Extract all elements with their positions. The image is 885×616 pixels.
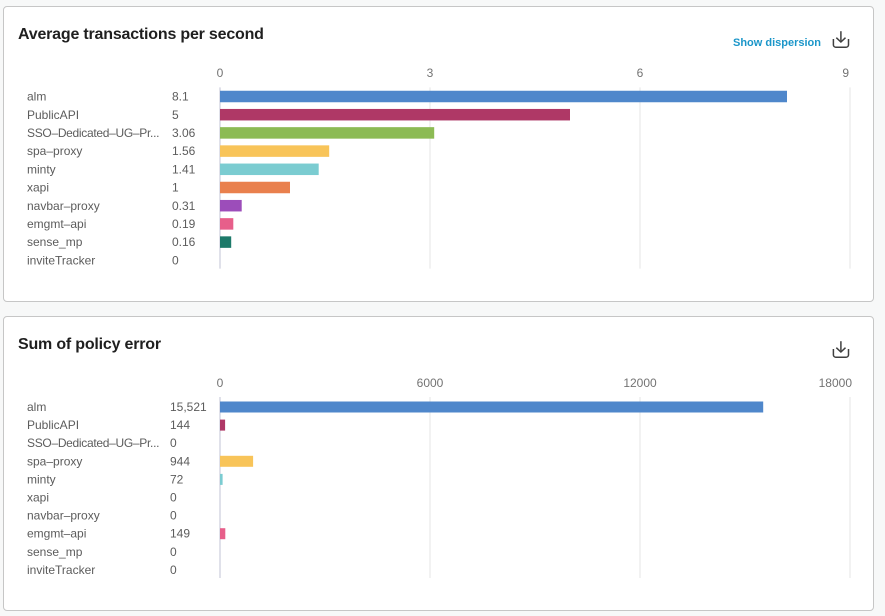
svg-text:Show dispersion: Show dispersion <box>733 37 821 49</box>
svg-text:0: 0 <box>170 491 177 505</box>
svg-text:sense_mp: sense_mp <box>27 545 83 559</box>
svg-text:149: 149 <box>170 527 190 541</box>
svg-text:minty: minty <box>27 472 56 486</box>
svg-text:8.1: 8.1 <box>172 90 189 104</box>
svg-text:15,521: 15,521 <box>170 400 207 414</box>
svg-text:1.56: 1.56 <box>172 144 196 158</box>
svg-text:0: 0 <box>170 545 177 559</box>
svg-text:inviteTracker: inviteTracker <box>27 563 95 577</box>
svg-text:944: 944 <box>170 454 190 468</box>
svg-text:0.31: 0.31 <box>172 199 196 213</box>
svg-text:1: 1 <box>172 181 179 195</box>
svg-text:spa–proxy: spa–proxy <box>27 144 82 158</box>
svg-text:navbar–proxy: navbar–proxy <box>27 199 100 213</box>
svg-text:0: 0 <box>170 436 177 450</box>
svg-text:0: 0 <box>172 253 179 267</box>
svg-text:1.41: 1.41 <box>172 162 196 176</box>
svg-text:xapi: xapi <box>27 181 49 195</box>
svg-text:6000: 6000 <box>417 376 444 390</box>
svg-text:3.06: 3.06 <box>172 126 196 140</box>
svg-text:Average transactions per secon: Average transactions per second <box>18 26 264 43</box>
svg-text:alm: alm <box>27 400 46 414</box>
svg-text:0: 0 <box>217 66 224 80</box>
svg-text:PublicAPI: PublicAPI <box>27 108 79 122</box>
svg-text:SSO–Dedicated–UG–Pr...: SSO–Dedicated–UG–Pr... <box>27 126 159 140</box>
svg-text:PublicAPI: PublicAPI <box>27 418 79 432</box>
svg-text:emgmt–api: emgmt–api <box>27 217 86 231</box>
svg-text:emgmt–api: emgmt–api <box>27 527 86 541</box>
svg-text:minty: minty <box>27 162 56 176</box>
svg-text:sense_mp: sense_mp <box>27 235 83 249</box>
svg-text:Sum of policy error: Sum of policy error <box>18 336 161 353</box>
svg-text:0: 0 <box>170 509 177 523</box>
svg-text:18000: 18000 <box>819 376 853 390</box>
svg-text:5: 5 <box>172 108 179 122</box>
svg-text:xapi: xapi <box>27 491 49 505</box>
svg-text:6: 6 <box>637 66 644 80</box>
svg-text:spa–proxy: spa–proxy <box>27 454 82 468</box>
svg-text:SSO–Dedicated–UG–Pr...: SSO–Dedicated–UG–Pr... <box>27 436 159 450</box>
svg-text:0.19: 0.19 <box>172 217 196 231</box>
svg-text:144: 144 <box>170 418 190 432</box>
svg-text:9: 9 <box>842 66 849 80</box>
svg-text:3: 3 <box>427 66 434 80</box>
svg-text:12000: 12000 <box>623 376 657 390</box>
svg-text:0: 0 <box>217 376 224 390</box>
svg-text:navbar–proxy: navbar–proxy <box>27 509 100 523</box>
svg-text:inviteTracker: inviteTracker <box>27 253 95 267</box>
svg-text:0: 0 <box>170 563 177 577</box>
svg-text:alm: alm <box>27 90 46 104</box>
svg-text:0.16: 0.16 <box>172 235 196 249</box>
svg-text:72: 72 <box>170 472 184 486</box>
